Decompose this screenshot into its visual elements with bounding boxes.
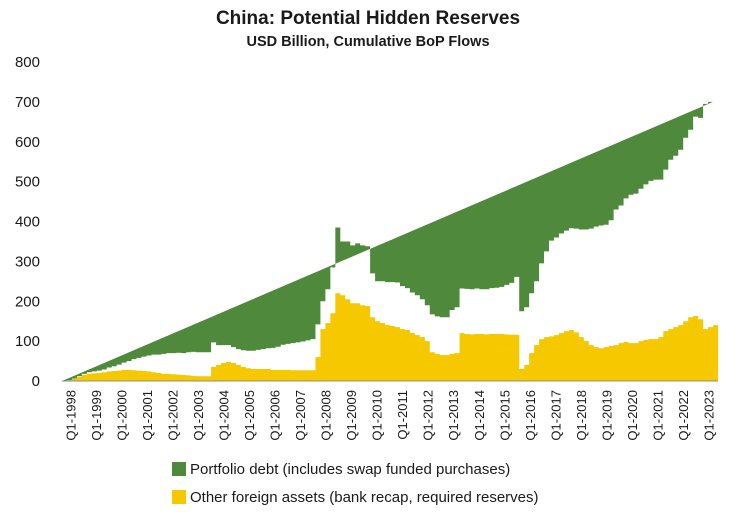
x-tick-label: Q1-2012: [421, 390, 436, 441]
x-tick-label: Q1-2007: [293, 390, 308, 441]
x-tick-label: Q1-2003: [191, 390, 206, 441]
x-tick-label: Q1-2000: [114, 390, 129, 441]
series-area-other-foreign-assets: [62, 293, 718, 381]
chart-title: China: Potential Hidden Reserves: [216, 8, 520, 29]
series-area-portfolio-debt: [62, 101, 714, 381]
x-tick-label: Q1-2011: [395, 390, 410, 440]
y-tick-label: 500: [15, 174, 40, 191]
x-tick-label: Q1-2017: [548, 390, 563, 441]
x-tick-label: Q1-2023: [701, 390, 716, 441]
x-tick-label: Q1-2001: [140, 390, 155, 441]
legend-label: Portfolio debt (includes swap funded pur…: [190, 461, 510, 478]
y-tick-label: 300: [15, 253, 40, 270]
legend: Portfolio debt (includes swap funded pur…: [172, 461, 539, 506]
legend-swatch: [172, 490, 186, 504]
x-tick-label: Q1-2008: [319, 390, 334, 441]
plot-area: [62, 101, 718, 381]
y-tick-label: 100: [15, 333, 40, 350]
x-tick-label: Q1-2006: [268, 390, 283, 441]
x-tick-label: Q1-2016: [523, 390, 538, 441]
legend-item-portfolio-debt: Portfolio debt (includes swap funded pur…: [172, 461, 510, 478]
y-tick-label: 700: [15, 94, 40, 111]
x-tick-label: Q1-2014: [472, 390, 487, 441]
y-tick-label: 200: [15, 293, 40, 310]
y-tick-label: 0: [32, 373, 40, 390]
y-tick-label: 600: [15, 134, 40, 151]
x-axis: Q1-1998 Q1-1999 Q1-2000 Q1-2001 Q1-2002 Q1-20…: [63, 390, 716, 441]
x-tick-label: Q1-2010: [370, 390, 385, 441]
x-tick-label: Q1-2021: [650, 390, 665, 441]
legend-swatch: [172, 462, 186, 476]
x-tick-label: Q1-2019: [599, 390, 614, 441]
x-tick-label: Q1-2004: [217, 390, 232, 441]
y-tick-label: 400: [15, 214, 40, 231]
x-tick-label: Q1-2002: [166, 390, 181, 441]
chart-subtitle: USD Billion, Cumulative BoP Flows: [246, 34, 489, 50]
x-tick-label: Q1-2013: [446, 390, 461, 441]
legend-item-other-foreign-assets: Other foreign assets (bank recap, requir…: [172, 489, 539, 506]
x-tick-label: Q1-2009: [344, 390, 359, 441]
x-tick-label: Q1-2020: [625, 390, 640, 441]
y-axis: 0 100 200 300 400 500 600 700 800: [15, 54, 40, 390]
x-tick-label: Q1-1999: [89, 390, 104, 441]
x-tick-label: Q1-2005: [242, 390, 257, 441]
x-tick-label: Q1-2018: [574, 390, 589, 441]
x-tick-label: Q1-2015: [497, 390, 512, 441]
x-tick-label: Q1-1998: [63, 390, 78, 441]
legend-label: Other foreign assets (bank recap, requir…: [190, 489, 539, 506]
y-tick-label: 800: [15, 54, 40, 71]
x-tick-label: Q1-2022: [676, 390, 691, 441]
